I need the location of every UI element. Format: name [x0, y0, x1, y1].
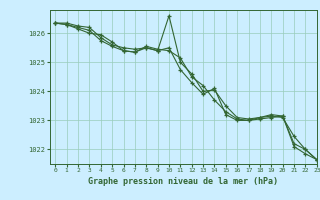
X-axis label: Graphe pression niveau de la mer (hPa): Graphe pression niveau de la mer (hPa) [88, 177, 278, 186]
